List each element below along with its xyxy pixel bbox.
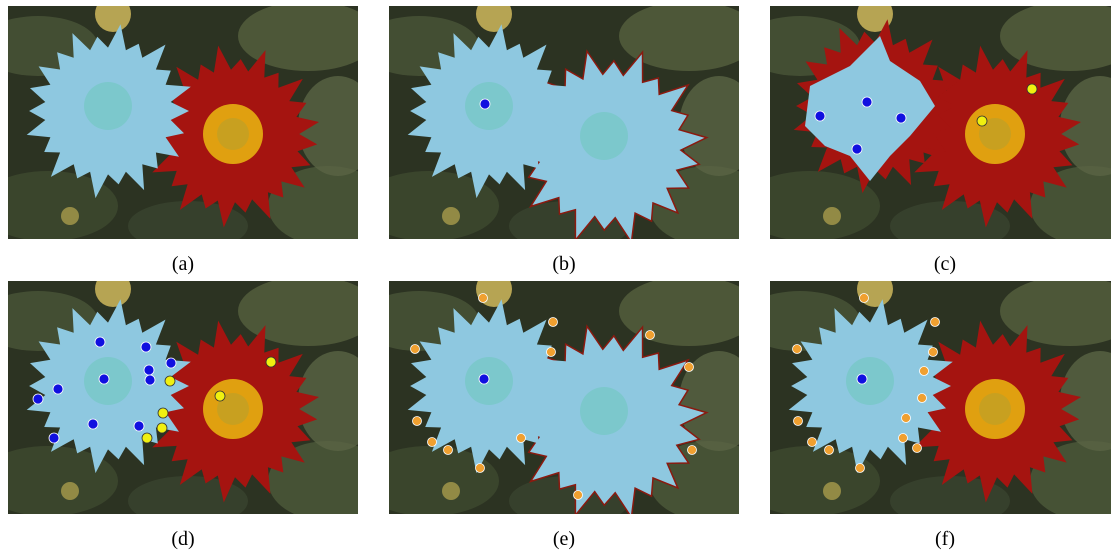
blue-click: [479, 374, 489, 384]
blue-click: [134, 421, 144, 431]
orange-point: [685, 363, 694, 372]
orange-point: [931, 318, 940, 327]
highlight: [442, 207, 460, 225]
blue-click: [49, 433, 59, 443]
blue-click: [145, 375, 155, 385]
orange-point: [476, 464, 485, 473]
orange-point: [688, 446, 697, 455]
figure: (a) (b) (c) (d) (e) (f): [0, 0, 1111, 550]
yellow-click: [215, 391, 225, 401]
panel-label: (c): [934, 253, 956, 275]
blue-click: [88, 419, 98, 429]
flower-center: [979, 393, 1011, 425]
orange-point: [808, 438, 817, 447]
orange-point: [413, 417, 422, 426]
blue-click: [33, 394, 43, 404]
blue-click: [480, 99, 490, 109]
orange-point: [860, 294, 869, 303]
blue-click: [896, 113, 906, 123]
highlight: [823, 207, 841, 225]
blue-click: [815, 111, 825, 121]
flower-center: [580, 112, 628, 160]
orange-point: [574, 491, 583, 500]
blue-click: [141, 342, 151, 352]
orange-point: [913, 444, 922, 453]
yellow-click: [142, 433, 152, 443]
yellow-click: [266, 357, 276, 367]
highlight: [61, 482, 79, 500]
orange-point: [918, 394, 927, 403]
blue-click: [99, 374, 109, 384]
blue-click: [166, 358, 176, 368]
panel-image: [0, 271, 388, 526]
orange-point: [920, 367, 929, 376]
panel-image: [359, 271, 769, 526]
panel-label: (d): [171, 528, 194, 550]
orange-point: [547, 348, 556, 357]
leaf: [740, 171, 880, 241]
flower-center: [84, 82, 132, 130]
orange-point: [479, 294, 488, 303]
orange-point: [428, 438, 437, 447]
orange-point: [902, 414, 911, 423]
blue-click: [53, 384, 63, 394]
orange-point: [411, 345, 420, 354]
blue-click: [95, 337, 105, 347]
orange-point: [646, 331, 655, 340]
flower-center: [217, 118, 249, 150]
panel-image: [740, 0, 1111, 251]
panel-image: [0, 0, 388, 251]
panel-image: [359, 0, 769, 251]
yellow-click: [977, 116, 987, 126]
orange-point: [444, 446, 453, 455]
flower-center: [846, 357, 894, 405]
flower-center: [580, 387, 628, 435]
highlight: [442, 482, 460, 500]
highlight: [95, 271, 131, 307]
yellow-click: [165, 376, 175, 386]
yellow-click: [1027, 84, 1037, 94]
orange-point: [517, 434, 526, 443]
panel-image: [740, 271, 1111, 526]
panel-label: (b): [552, 253, 575, 275]
yellow-click: [158, 408, 168, 418]
highlight: [823, 482, 841, 500]
orange-point: [549, 318, 558, 327]
orange-point: [793, 345, 802, 354]
orange-point: [794, 417, 803, 426]
orange-point: [856, 464, 865, 473]
blue-click: [852, 144, 862, 154]
orange-point: [899, 434, 908, 443]
yellow-click: [157, 423, 167, 433]
panel-label: (e): [553, 528, 575, 550]
highlight: [61, 207, 79, 225]
blue-click: [862, 97, 872, 107]
panel-label: (a): [172, 253, 194, 275]
orange-point: [929, 348, 938, 357]
panel-label: (f): [935, 528, 955, 550]
blue-click: [857, 374, 867, 384]
blue-click: [144, 365, 154, 375]
orange-point: [825, 446, 834, 455]
